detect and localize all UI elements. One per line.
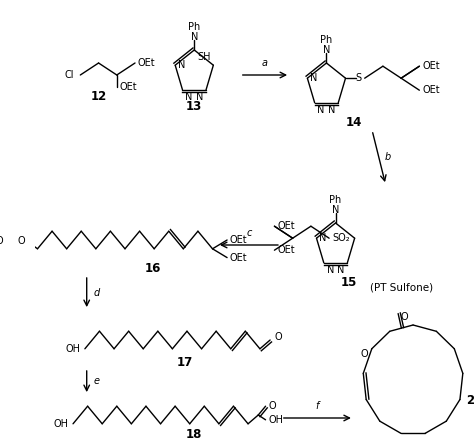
Text: O: O — [274, 332, 283, 342]
Text: SO₂: SO₂ — [332, 233, 350, 243]
Text: Ph: Ph — [188, 22, 201, 32]
Text: 16: 16 — [145, 261, 162, 274]
Text: O: O — [361, 349, 368, 359]
Text: Cl: Cl — [64, 70, 74, 80]
Text: a: a — [262, 58, 268, 68]
Text: N: N — [327, 265, 334, 275]
Text: N: N — [337, 265, 345, 275]
Text: OEt: OEt — [119, 82, 137, 92]
Text: O: O — [0, 236, 3, 246]
Text: O: O — [401, 312, 409, 322]
Text: Ph: Ph — [320, 35, 333, 45]
Text: N: N — [319, 233, 327, 243]
Text: c: c — [246, 228, 252, 238]
Text: SH: SH — [197, 52, 210, 62]
Text: OEt: OEt — [422, 61, 440, 71]
Text: e: e — [93, 376, 99, 387]
Text: 15: 15 — [341, 277, 357, 289]
Text: 2: 2 — [466, 393, 474, 406]
Text: OH: OH — [268, 415, 283, 425]
Text: O: O — [268, 401, 276, 411]
Text: S: S — [355, 73, 361, 83]
Text: d: d — [93, 288, 100, 297]
Text: f: f — [316, 401, 319, 411]
Text: N: N — [332, 205, 339, 215]
Text: b: b — [384, 153, 391, 162]
Text: O: O — [17, 236, 25, 246]
Text: N: N — [191, 32, 198, 42]
Text: (PT Sulfone): (PT Sulfone) — [370, 283, 433, 293]
Text: N: N — [196, 92, 203, 102]
Text: OEt: OEt — [277, 245, 295, 255]
Text: 14: 14 — [346, 116, 362, 129]
Text: OEt: OEt — [422, 85, 440, 95]
Text: 18: 18 — [186, 429, 202, 442]
Text: OEt: OEt — [277, 221, 295, 231]
Text: OEt: OEt — [138, 58, 155, 68]
Text: 13: 13 — [186, 100, 202, 113]
Text: N: N — [185, 92, 192, 102]
Text: OEt: OEt — [230, 252, 247, 263]
Text: OH: OH — [54, 419, 68, 429]
Text: N: N — [310, 73, 318, 83]
Text: OEt: OEt — [230, 235, 247, 245]
Text: 12: 12 — [91, 91, 107, 103]
Text: Ph: Ph — [329, 195, 342, 205]
Text: N: N — [328, 105, 336, 115]
Text: N: N — [323, 45, 330, 55]
Text: N: N — [318, 105, 325, 115]
Text: 17: 17 — [177, 355, 193, 368]
Text: OH: OH — [65, 344, 80, 354]
Text: N: N — [178, 60, 185, 70]
